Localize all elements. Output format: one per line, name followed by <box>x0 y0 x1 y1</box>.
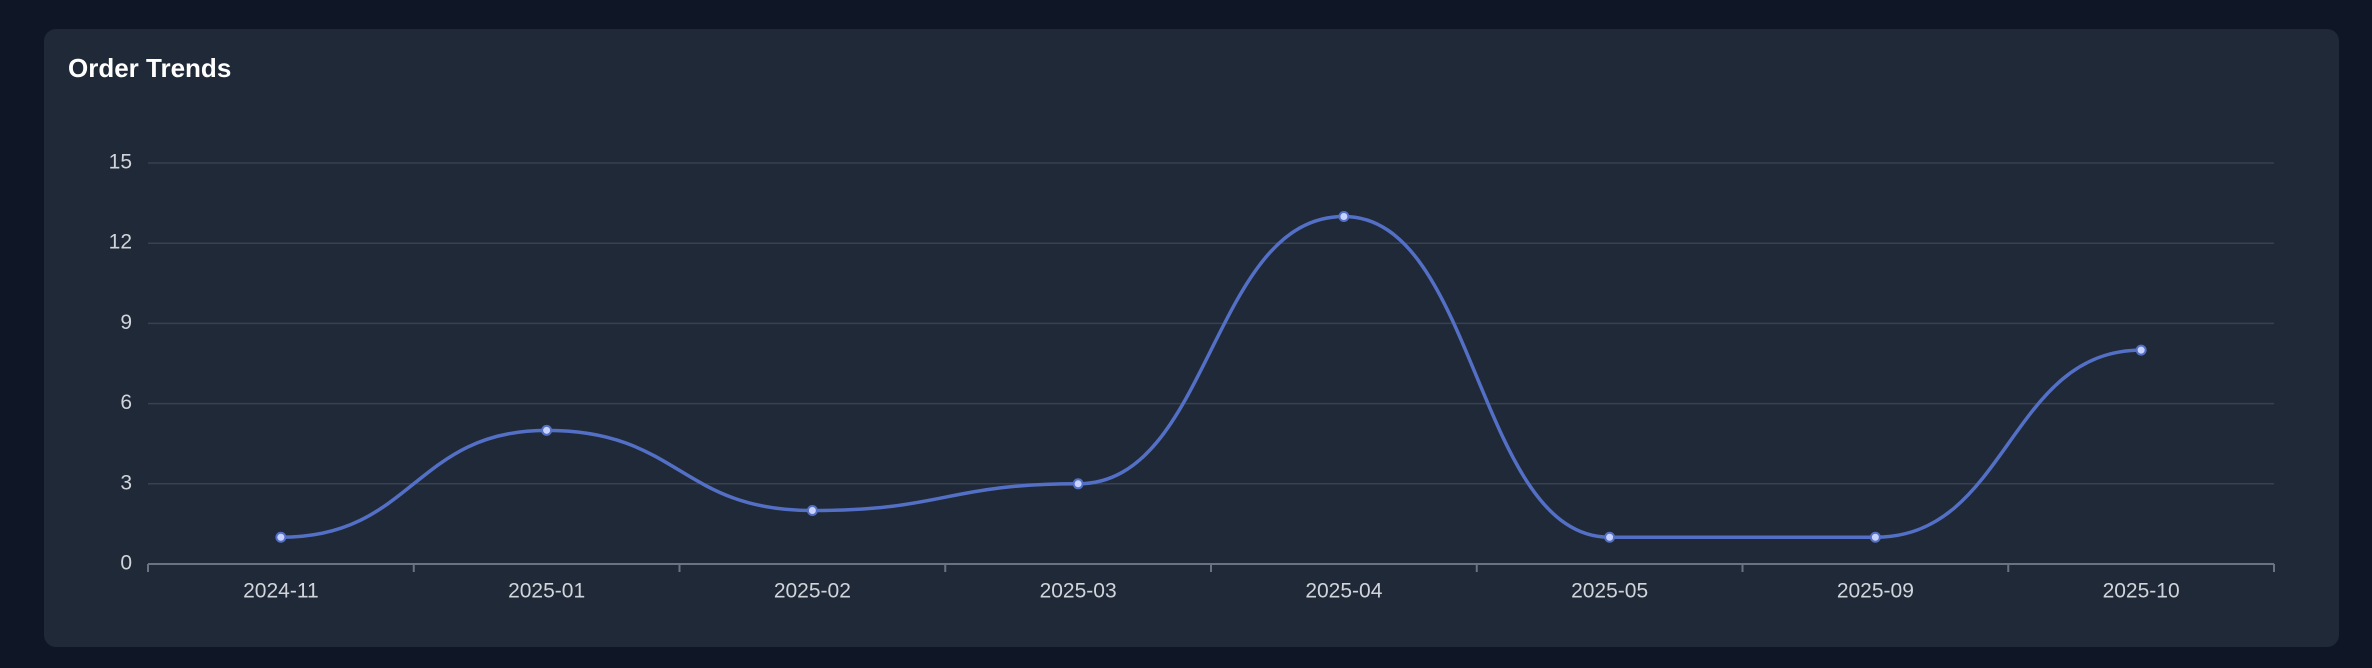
x-tick-label: 2025-02 <box>774 580 851 603</box>
x-tick-label: 2025-10 <box>2103 580 2180 603</box>
point <box>1338 210 1350 222</box>
point <box>275 531 287 543</box>
point <box>541 424 553 436</box>
y-tick-label: 0 <box>120 552 132 575</box>
chart-title: Order Trends <box>68 53 231 83</box>
point <box>1869 531 1881 543</box>
x-tick-label: 2025-01 <box>508 580 585 603</box>
x-tick-label: 2025-05 <box>1571 580 1648 603</box>
point <box>806 505 818 517</box>
x-tick-label: 2025-09 <box>1837 580 1914 603</box>
card <box>44 29 2339 647</box>
x-tick-label: 2025-04 <box>1305 580 1382 603</box>
x-tick-label: 2025-03 <box>1040 580 1117 603</box>
point <box>1072 478 1084 490</box>
y-tick-label: 12 <box>109 231 132 254</box>
point <box>2135 344 2147 356</box>
y-tick-label: 3 <box>120 471 132 494</box>
y-tick-label: 15 <box>109 151 132 174</box>
x-tick-label: 2024-11 <box>243 580 319 603</box>
line <box>280 214 2142 540</box>
y-tick-label: 9 <box>120 311 132 334</box>
y-tick-label: 6 <box>120 391 132 414</box>
point <box>1604 531 1616 543</box>
